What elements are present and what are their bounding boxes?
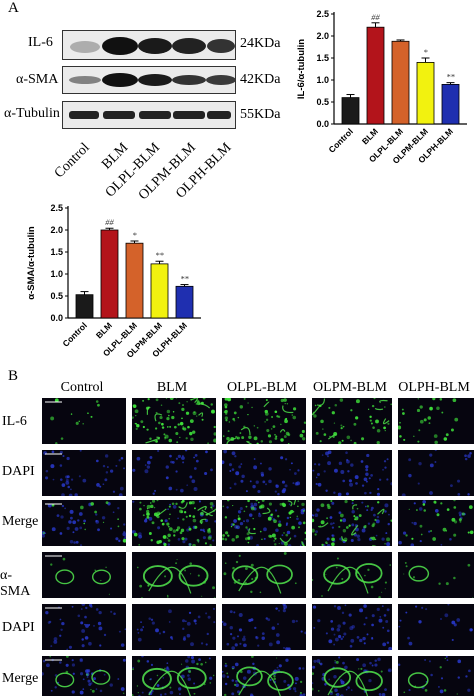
band-label-il6: IL-6 xyxy=(28,35,53,50)
micrograph xyxy=(132,398,216,444)
column-header: OLPM-BLM xyxy=(313,380,387,395)
micrograph xyxy=(222,450,306,496)
y-tick-label: 0.5 xyxy=(50,291,63,301)
significance-marker: ** xyxy=(180,274,189,284)
micrograph xyxy=(222,656,306,696)
y-axis-label: IL-6/α-tubulin xyxy=(296,39,307,99)
micrograph xyxy=(132,604,216,650)
kda-tubulin: 55KDa xyxy=(240,107,281,122)
micrograph xyxy=(132,552,216,598)
micrograph xyxy=(42,656,126,696)
bar xyxy=(416,62,435,125)
y-axis-label: α-SMA/α-tubulin xyxy=(26,226,37,300)
bar xyxy=(441,84,460,125)
bar xyxy=(175,285,194,319)
band-label-tubulin: α-Tubulin xyxy=(4,106,60,121)
x-category-label: BLM xyxy=(360,126,380,146)
asma-bar-chart: 0.0 0.5 1.0 1.5 2.0 2.5 α-SMA/α-tubulin Control… xyxy=(26,203,201,360)
y-tick-label: 2.5 xyxy=(316,9,329,19)
row-label: Merge xyxy=(2,514,39,529)
y-tick-label: 2.5 xyxy=(50,203,63,213)
micrograph xyxy=(132,500,216,546)
column-header: OLPH-BLM xyxy=(398,380,470,395)
micrograph xyxy=(312,500,392,546)
kda-il6: 24KDa xyxy=(240,36,281,51)
y-tick-label: 2.0 xyxy=(50,225,63,235)
bar xyxy=(391,40,410,125)
micrograph xyxy=(312,552,392,598)
micrograph xyxy=(132,450,216,496)
column-header: BLM xyxy=(156,380,188,395)
y-tick-label: 0.0 xyxy=(50,313,63,323)
bar xyxy=(150,263,169,319)
y-tick-label: 1.0 xyxy=(50,269,63,279)
row-label: IL-6 xyxy=(2,414,27,429)
micrograph xyxy=(222,398,306,444)
x-category-label: Control xyxy=(60,320,88,348)
il6-bar-chart: 0.0 0.5 1.0 1.5 2.0 2.5 IL-6/α-tubulin Control #… xyxy=(296,9,467,166)
row-label: DAPI xyxy=(2,464,35,479)
micrograph xyxy=(398,552,474,598)
panel-a-letter: A xyxy=(8,0,19,16)
lane-label: Control xyxy=(52,140,93,182)
micrograph xyxy=(398,604,474,650)
y-tick-label: 0.5 xyxy=(316,97,329,107)
micrograph xyxy=(222,552,306,598)
row-label: Merge xyxy=(2,671,39,686)
micrograph xyxy=(312,398,392,444)
bar xyxy=(75,294,94,319)
micrograph xyxy=(312,656,392,696)
significance-marker: ## xyxy=(371,12,380,22)
micrograph xyxy=(398,450,474,496)
bar xyxy=(341,97,360,125)
significance-marker: * xyxy=(132,230,137,240)
y-tick-label: 1.5 xyxy=(316,53,329,63)
micrograph xyxy=(312,450,392,496)
y-tick-label: 1.5 xyxy=(50,247,63,257)
micrograph xyxy=(398,500,474,546)
row-label: α-SMA xyxy=(0,568,31,599)
micrograph xyxy=(42,500,126,546)
row-label: DAPI xyxy=(2,620,35,635)
significance-marker: * xyxy=(423,47,428,57)
bar xyxy=(125,242,144,319)
band-label-asma: α-SMA xyxy=(16,72,59,87)
micrograph xyxy=(42,398,126,444)
blot-il6 xyxy=(62,30,236,60)
y-tick-label: 2.0 xyxy=(316,31,329,41)
bar xyxy=(366,26,385,125)
micrograph xyxy=(398,656,474,696)
y-tick-label: 0.0 xyxy=(316,119,329,129)
bar xyxy=(100,229,119,319)
significance-marker: ## xyxy=(105,217,114,227)
micrograph xyxy=(132,656,216,696)
blot-tubulin xyxy=(62,101,236,129)
x-category-label: BLM xyxy=(94,320,114,340)
micrograph xyxy=(222,500,306,546)
micrograph xyxy=(222,604,306,650)
x-category-label: Control xyxy=(326,126,354,154)
blot-asma xyxy=(62,66,236,94)
kda-asma: 42KDa xyxy=(240,72,281,87)
significance-marker: ** xyxy=(155,250,164,260)
panel-b-letter: B xyxy=(8,368,19,384)
column-header: Control xyxy=(60,380,104,395)
y-tick-label: 1.0 xyxy=(316,75,329,85)
significance-marker: ** xyxy=(446,72,455,82)
micrograph xyxy=(398,398,474,444)
column-header: OLPL-BLM xyxy=(227,380,297,395)
microscopy-grid xyxy=(42,398,474,696)
micrograph xyxy=(42,604,126,650)
micrograph xyxy=(42,552,126,598)
micrograph xyxy=(312,604,392,650)
micrograph xyxy=(42,450,126,496)
